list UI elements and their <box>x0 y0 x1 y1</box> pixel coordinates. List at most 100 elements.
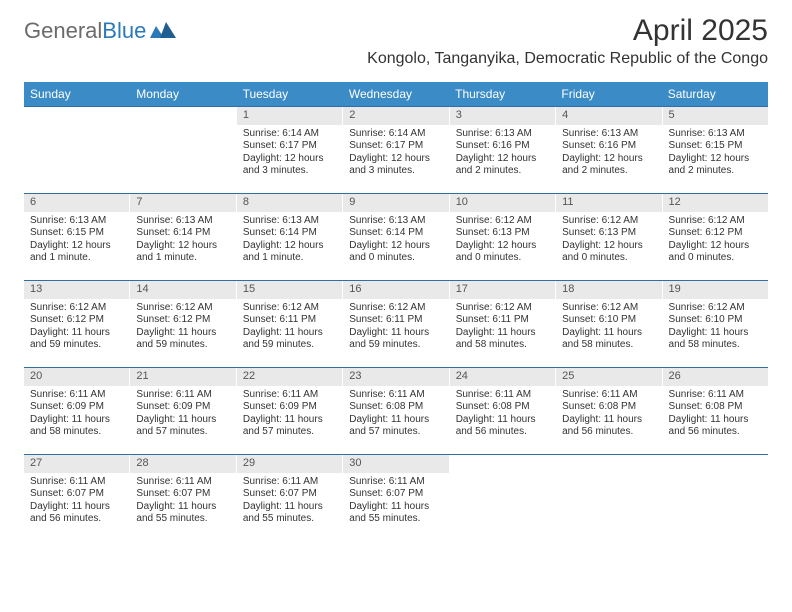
day-cell: 28Sunrise: 6:11 AMSunset: 6:07 PMDayligh… <box>130 455 236 541</box>
sunset-text: Sunset: 6:07 PM <box>30 488 123 501</box>
daylight-text: Daylight: 11 hours and 58 minutes. <box>562 327 655 352</box>
day-number: 27 <box>24 455 129 473</box>
day-cell: 21Sunrise: 6:11 AMSunset: 6:09 PMDayligh… <box>130 368 236 454</box>
day-cell: 4Sunrise: 6:13 AMSunset: 6:16 PMDaylight… <box>556 107 662 193</box>
sunset-text: Sunset: 6:13 PM <box>562 227 655 240</box>
day-number: 1 <box>237 107 342 125</box>
daylight-text: Daylight: 12 hours and 2 minutes. <box>669 153 762 178</box>
day-cell: 23Sunrise: 6:11 AMSunset: 6:08 PMDayligh… <box>343 368 449 454</box>
daylight-text: Daylight: 11 hours and 56 minutes. <box>456 414 549 439</box>
day-body: Sunrise: 6:12 AMSunset: 6:10 PMDaylight:… <box>556 299 661 358</box>
sunrise-text: Sunrise: 6:12 AM <box>243 302 336 315</box>
sunset-text: Sunset: 6:11 PM <box>349 314 442 327</box>
daylight-text: Daylight: 11 hours and 56 minutes. <box>30 501 123 526</box>
day-number: 23 <box>343 368 448 386</box>
day-body: Sunrise: 6:12 AMSunset: 6:11 PMDaylight:… <box>343 299 448 358</box>
day-number: 3 <box>450 107 555 125</box>
day-cell: . <box>450 455 556 541</box>
day-body: Sunrise: 6:12 AMSunset: 6:11 PMDaylight:… <box>450 299 555 358</box>
day-number: 11 <box>556 194 661 212</box>
dow-header-cell: Thursday <box>449 82 555 106</box>
day-cell: 1Sunrise: 6:14 AMSunset: 6:17 PMDaylight… <box>237 107 343 193</box>
sunrise-text: Sunrise: 6:14 AM <box>243 128 336 141</box>
day-body: Sunrise: 6:11 AMSunset: 6:07 PMDaylight:… <box>237 473 342 532</box>
day-cell: 19Sunrise: 6:12 AMSunset: 6:10 PMDayligh… <box>663 281 768 367</box>
day-number: 17 <box>450 281 555 299</box>
day-cell: 25Sunrise: 6:11 AMSunset: 6:08 PMDayligh… <box>556 368 662 454</box>
sunrise-text: Sunrise: 6:11 AM <box>243 389 336 402</box>
sunrise-text: Sunrise: 6:12 AM <box>562 215 655 228</box>
day-body: Sunrise: 6:12 AMSunset: 6:12 PMDaylight:… <box>24 299 129 358</box>
day-number: 13 <box>24 281 129 299</box>
sunrise-text: Sunrise: 6:13 AM <box>30 215 123 228</box>
day-cell: 17Sunrise: 6:12 AMSunset: 6:11 PMDayligh… <box>450 281 556 367</box>
day-number: 25 <box>556 368 661 386</box>
daylight-text: Daylight: 12 hours and 3 minutes. <box>243 153 336 178</box>
daylight-text: Daylight: 11 hours and 57 minutes. <box>136 414 229 439</box>
week-row: 6Sunrise: 6:13 AMSunset: 6:15 PMDaylight… <box>24 193 768 280</box>
day-number: 4 <box>556 107 661 125</box>
daylight-text: Daylight: 11 hours and 59 minutes. <box>243 327 336 352</box>
day-body: Sunrise: 6:14 AMSunset: 6:17 PMDaylight:… <box>343 125 448 184</box>
daylight-text: Daylight: 11 hours and 59 minutes. <box>349 327 442 352</box>
sunset-text: Sunset: 6:10 PM <box>669 314 762 327</box>
day-number: 16 <box>343 281 448 299</box>
sunset-text: Sunset: 6:17 PM <box>349 140 442 153</box>
day-body: Sunrise: 6:11 AMSunset: 6:08 PMDaylight:… <box>343 386 448 445</box>
day-number: 18 <box>556 281 661 299</box>
day-cell: 22Sunrise: 6:11 AMSunset: 6:09 PMDayligh… <box>237 368 343 454</box>
sunset-text: Sunset: 6:14 PM <box>243 227 336 240</box>
day-cell: 30Sunrise: 6:11 AMSunset: 6:07 PMDayligh… <box>343 455 449 541</box>
sunset-text: Sunset: 6:13 PM <box>456 227 549 240</box>
sunrise-text: Sunrise: 6:11 AM <box>562 389 655 402</box>
daylight-text: Daylight: 11 hours and 59 minutes. <box>30 327 123 352</box>
sunset-text: Sunset: 6:12 PM <box>669 227 762 240</box>
sunrise-text: Sunrise: 6:12 AM <box>456 302 549 315</box>
dow-header-row: SundayMondayTuesdayWednesdayThursdayFrid… <box>24 82 768 106</box>
day-cell: 13Sunrise: 6:12 AMSunset: 6:12 PMDayligh… <box>24 281 130 367</box>
day-cell: . <box>24 107 130 193</box>
day-number: 24 <box>450 368 555 386</box>
sunrise-text: Sunrise: 6:12 AM <box>562 302 655 315</box>
day-number: 28 <box>130 455 235 473</box>
month-title: April 2025 <box>367 14 768 48</box>
sunrise-text: Sunrise: 6:11 AM <box>243 476 336 489</box>
day-cell: 15Sunrise: 6:12 AMSunset: 6:11 PMDayligh… <box>237 281 343 367</box>
day-body: Sunrise: 6:12 AMSunset: 6:10 PMDaylight:… <box>663 299 768 358</box>
sunrise-text: Sunrise: 6:12 AM <box>349 302 442 315</box>
sunrise-text: Sunrise: 6:12 AM <box>30 302 123 315</box>
day-body: Sunrise: 6:11 AMSunset: 6:07 PMDaylight:… <box>130 473 235 532</box>
day-number: 14 <box>130 281 235 299</box>
daylight-text: Daylight: 11 hours and 57 minutes. <box>243 414 336 439</box>
sunset-text: Sunset: 6:10 PM <box>562 314 655 327</box>
brand-mark-icon <box>150 18 176 44</box>
day-number: 5 <box>663 107 768 125</box>
daylight-text: Daylight: 12 hours and 0 minutes. <box>669 240 762 265</box>
sunset-text: Sunset: 6:15 PM <box>30 227 123 240</box>
daylight-text: Daylight: 11 hours and 57 minutes. <box>349 414 442 439</box>
day-body: Sunrise: 6:13 AMSunset: 6:14 PMDaylight:… <box>237 212 342 271</box>
dow-header-cell: Sunday <box>24 82 130 106</box>
daylight-text: Daylight: 12 hours and 2 minutes. <box>562 153 655 178</box>
sunrise-text: Sunrise: 6:12 AM <box>456 215 549 228</box>
calendar: SundayMondayTuesdayWednesdayThursdayFrid… <box>24 82 768 541</box>
day-number: 9 <box>343 194 448 212</box>
sunset-text: Sunset: 6:12 PM <box>30 314 123 327</box>
day-cell: 14Sunrise: 6:12 AMSunset: 6:12 PMDayligh… <box>130 281 236 367</box>
sunset-text: Sunset: 6:16 PM <box>562 140 655 153</box>
day-body: Sunrise: 6:11 AMSunset: 6:09 PMDaylight:… <box>237 386 342 445</box>
location-subtitle: Kongolo, Tanganyika, Democratic Republic… <box>367 50 768 68</box>
day-body: Sunrise: 6:12 AMSunset: 6:12 PMDaylight:… <box>130 299 235 358</box>
day-cell: 26Sunrise: 6:11 AMSunset: 6:08 PMDayligh… <box>663 368 768 454</box>
week-row: 20Sunrise: 6:11 AMSunset: 6:09 PMDayligh… <box>24 367 768 454</box>
sunrise-text: Sunrise: 6:11 AM <box>456 389 549 402</box>
day-number: 22 <box>237 368 342 386</box>
sunset-text: Sunset: 6:16 PM <box>456 140 549 153</box>
day-body: Sunrise: 6:11 AMSunset: 6:08 PMDaylight:… <box>663 386 768 445</box>
daylight-text: Daylight: 11 hours and 55 minutes. <box>349 501 442 526</box>
day-cell: 5Sunrise: 6:13 AMSunset: 6:15 PMDaylight… <box>663 107 768 193</box>
sunset-text: Sunset: 6:11 PM <box>456 314 549 327</box>
sunset-text: Sunset: 6:08 PM <box>349 401 442 414</box>
dow-header-cell: Saturday <box>662 82 768 106</box>
daylight-text: Daylight: 11 hours and 56 minutes. <box>562 414 655 439</box>
